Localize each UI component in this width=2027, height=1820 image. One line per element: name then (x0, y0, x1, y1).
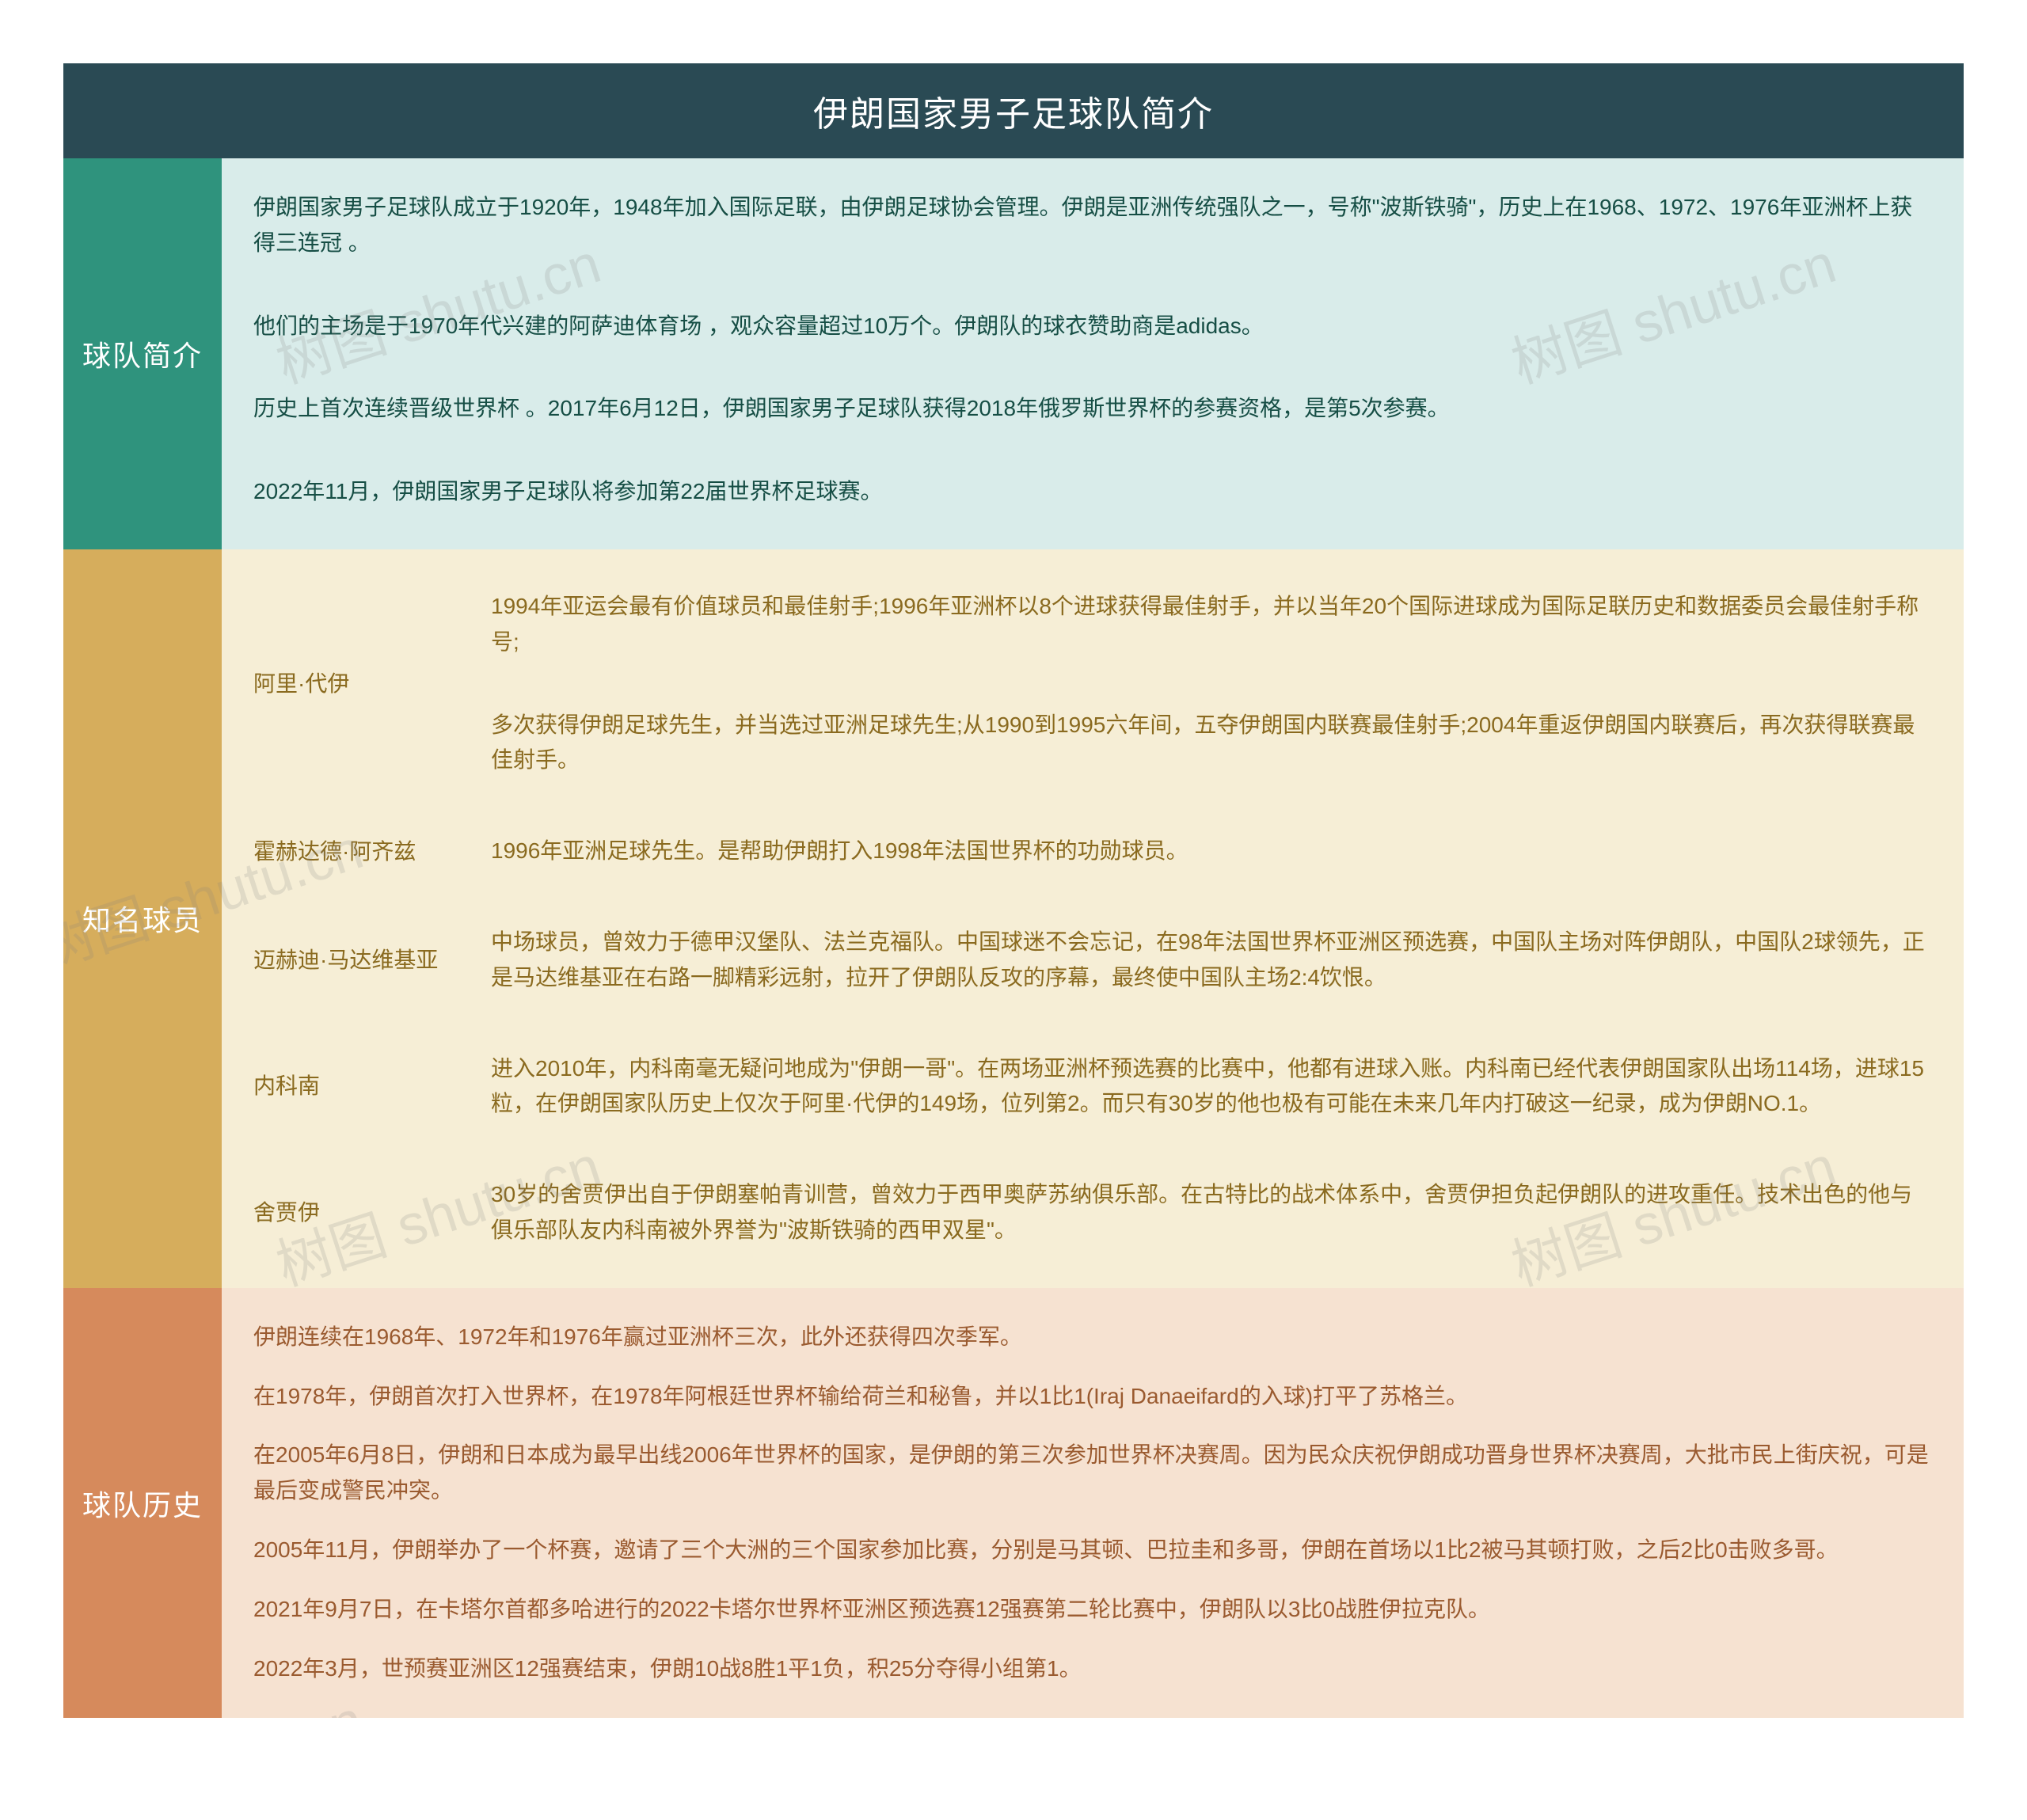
history-line: 2005年11月，伊朗举办了一个杯赛，邀请了三个大洲的三个国家参加比赛，分别是马… (253, 1533, 1932, 1568)
section-intro: 球队简介 伊朗国家男子足球队成立于1920年，1948年加入国际足联，由伊朗足球… (63, 158, 1964, 549)
section-body-players: 阿里·代伊 1994年亚运会最有价值球员和最佳射手;1996年亚洲杯以8个进球获… (222, 549, 1964, 1288)
player-row: 舍贾伊 30岁的舍贾伊出自于伊朗塞帕青训营，曾效力于西甲奥萨苏纳俱乐部。在古特比… (253, 1177, 1932, 1248)
history-line: 2022年3月，世预赛亚洲区12强赛结束，伊朗10战8胜1平1负，积25分夺得小… (253, 1651, 1932, 1687)
page-title: 伊朗国家男子足球队简介 (63, 63, 1964, 158)
section-label-history: 球队历史 (63, 1288, 222, 1719)
player-name: 迈赫迪·马达维基亚 (253, 944, 491, 977)
section-body-history: 伊朗连续在1968年、1972年和1976年赢过亚洲杯三次，此外还获得四次季军。… (222, 1288, 1964, 1719)
player-desc: 30岁的舍贾伊出自于伊朗塞帕青训营，曾效力于西甲奥萨苏纳俱乐部。在古特比的战术体… (491, 1177, 1932, 1248)
player-name: 霍赫达德·阿齐兹 (253, 835, 491, 868)
player-name: 舍贾伊 (253, 1196, 491, 1229)
player-desc: 1996年亚洲足球先生。是帮助伊朗打入1998年法国世界杯的功勋球员。 (491, 834, 1932, 869)
history-line: 2021年9月7日，在卡塔尔首都多哈进行的2022卡塔尔世界杯亚洲区预选赛12强… (253, 1592, 1932, 1628)
history-line: 在2005年6月8日，伊朗和日本成为最早出线2006年世界杯的国家，是伊朗的第三… (253, 1438, 1932, 1509)
player-row: 内科南 进入2010年，内科南毫无疑问地成为"伊朗一哥"。在两场亚洲杯预选赛的比… (253, 1051, 1932, 1123)
infographic-container: 伊朗国家男子足球队简介 球队简介 伊朗国家男子足球队成立于1920年，1948年… (63, 63, 1964, 1718)
player-desc-line: 1994年亚运会最有价值球员和最佳射手;1996年亚洲杯以8个进球获得最佳射手，… (491, 589, 1932, 660)
player-row: 迈赫迪·马达维基亚 中场球员，曾效力于德甲汉堡队、法兰克福队。中国球迷不会忘记，… (253, 925, 1932, 996)
section-players: 知名球员 阿里·代伊 1994年亚运会最有价值球员和最佳射手;1996年亚洲杯以… (63, 549, 1964, 1288)
player-desc-line: 多次获得伊朗足球先生，并当选过亚洲足球先生;从1990到1995六年间，五夺伊朗… (491, 708, 1932, 779)
intro-line: 2022年11月，伊朗国家男子足球队将参加第22届世界杯足球赛。 (253, 474, 1932, 510)
player-desc: 进入2010年，内科南毫无疑问地成为"伊朗一哥"。在两场亚洲杯预选赛的比赛中，他… (491, 1051, 1932, 1123)
player-row: 霍赫达德·阿齐兹 1996年亚洲足球先生。是帮助伊朗打入1998年法国世界杯的功… (253, 834, 1932, 869)
intro-line: 历史上首次连续晋级世界杯 。2017年6月12日，伊朗国家男子足球队获得2018… (253, 391, 1932, 427)
player-name: 阿里·代伊 (253, 667, 491, 701)
player-desc: 中场球员，曾效力于德甲汉堡队、法兰克福队。中国球迷不会忘记，在98年法国世界杯亚… (491, 925, 1932, 996)
player-name: 内科南 (253, 1070, 491, 1103)
section-body-intro: 伊朗国家男子足球队成立于1920年，1948年加入国际足联，由伊朗足球协会管理。… (222, 158, 1964, 549)
intro-line: 伊朗国家男子足球队成立于1920年，1948年加入国际足联，由伊朗足球协会管理。… (253, 190, 1932, 261)
player-desc: 1994年亚运会最有价值球员和最佳射手;1996年亚洲杯以8个进球获得最佳射手，… (491, 589, 1932, 778)
player-row: 阿里·代伊 1994年亚运会最有价值球员和最佳射手;1996年亚洲杯以8个进球获… (253, 589, 1932, 778)
intro-line: 他们的主场是于1970年代兴建的阿萨迪体育场 ，观众容量超过10万个。伊朗队的球… (253, 309, 1932, 344)
section-label-intro: 球队简介 (63, 158, 222, 549)
history-line: 在1978年，伊朗首次打入世界杯，在1978年阿根廷世界杯输给荷兰和秘鲁，并以1… (253, 1379, 1932, 1415)
section-label-players: 知名球员 (63, 549, 222, 1288)
section-history: 球队历史 伊朗连续在1968年、1972年和1976年赢过亚洲杯三次，此外还获得… (63, 1288, 1964, 1719)
history-line: 伊朗连续在1968年、1972年和1976年赢过亚洲杯三次，此外还获得四次季军。 (253, 1320, 1932, 1355)
